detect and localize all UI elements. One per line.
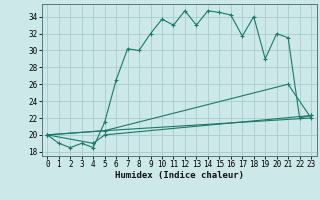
X-axis label: Humidex (Indice chaleur): Humidex (Indice chaleur) (115, 171, 244, 180)
